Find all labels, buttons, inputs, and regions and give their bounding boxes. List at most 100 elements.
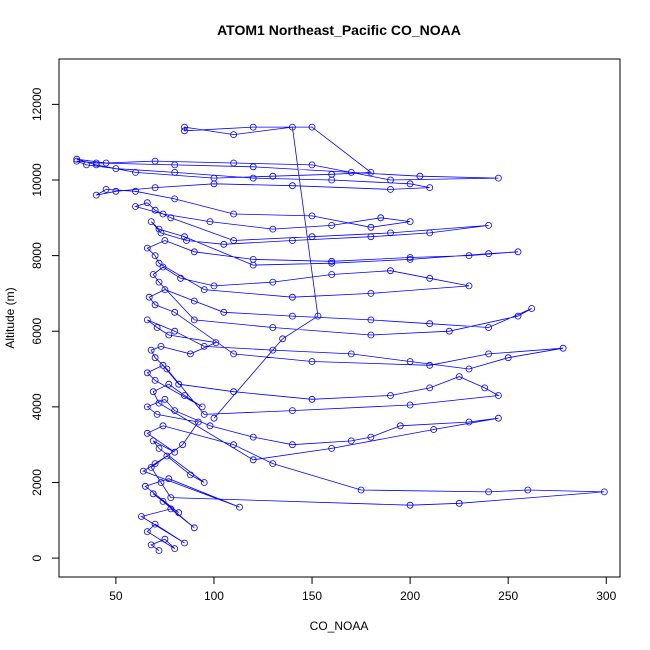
data-point <box>230 441 238 449</box>
data-point <box>210 414 218 422</box>
data-point <box>367 433 375 441</box>
data-point <box>179 441 187 449</box>
data-point <box>161 286 169 294</box>
data-point <box>308 123 316 131</box>
y-tick-label: 4000 <box>30 393 44 420</box>
data-point <box>367 331 375 339</box>
data-point <box>157 229 165 237</box>
data-point <box>494 174 502 182</box>
data-point <box>190 248 198 256</box>
data-point <box>514 248 522 256</box>
data-point <box>387 392 394 399</box>
data-point <box>328 170 336 178</box>
data-point <box>269 460 277 468</box>
data-point <box>159 263 167 271</box>
data-point <box>406 255 414 263</box>
data-point <box>288 407 296 415</box>
data-point <box>167 494 175 502</box>
data-point <box>167 505 175 513</box>
data-point <box>308 212 316 220</box>
y-tick-label: 2000 <box>30 469 44 496</box>
data-point <box>210 282 218 290</box>
data-point <box>249 456 257 464</box>
data-point <box>155 444 163 452</box>
data-point <box>151 376 159 384</box>
data-point <box>159 210 167 218</box>
data-point <box>465 252 473 260</box>
data-point <box>171 308 179 316</box>
data-point <box>426 384 434 392</box>
data-point <box>357 486 365 494</box>
series-line <box>76 126 605 551</box>
data-point <box>347 437 355 445</box>
data-point <box>230 131 238 139</box>
data-point <box>269 324 277 331</box>
data-point <box>159 497 167 505</box>
data-point <box>200 342 208 350</box>
data-point <box>236 503 243 511</box>
data-point <box>288 441 296 449</box>
data-point <box>147 463 155 471</box>
data-point <box>465 418 473 426</box>
data-point <box>406 218 414 226</box>
data-point <box>230 388 238 396</box>
data-point <box>314 312 322 320</box>
x-tick-label: 100 <box>204 589 224 603</box>
y-tick-label: 6000 <box>30 318 44 345</box>
data-point <box>377 214 385 222</box>
data-point <box>249 163 257 171</box>
data-point <box>308 233 316 241</box>
data-point <box>171 195 179 203</box>
data-point <box>367 168 375 176</box>
data-point <box>230 159 238 167</box>
data-point <box>198 403 206 411</box>
data-point <box>406 180 414 188</box>
plot-frame <box>58 58 621 578</box>
data-point <box>171 545 179 552</box>
data-point <box>194 418 202 426</box>
data-point <box>157 479 165 486</box>
data-point <box>92 191 100 199</box>
data-point <box>430 426 438 433</box>
data-point <box>141 482 149 490</box>
data-point <box>269 346 277 354</box>
data-point <box>151 206 159 214</box>
data-point <box>406 501 414 509</box>
data-point <box>112 187 120 195</box>
data-point <box>269 225 277 233</box>
data-point <box>151 184 159 192</box>
data-point <box>504 354 512 362</box>
data-point <box>151 520 159 528</box>
data-point <box>83 161 90 169</box>
data-point <box>524 486 532 494</box>
data-point <box>73 155 81 163</box>
data-point <box>455 499 463 507</box>
data-point <box>288 123 296 131</box>
series-layer <box>73 123 608 554</box>
chart-title: ATOM1 Northeast_Pacific CO_NOAA <box>217 22 461 38</box>
data-point <box>387 185 394 193</box>
data-point <box>147 218 155 226</box>
data-point <box>181 123 188 131</box>
data-point <box>206 218 214 226</box>
data-point <box>163 365 171 373</box>
data-point <box>396 422 404 430</box>
data-point <box>426 184 434 192</box>
data-point <box>163 452 171 460</box>
data-point <box>220 240 228 248</box>
data-point <box>177 274 185 282</box>
data-point <box>186 350 194 358</box>
x-tick-label: 250 <box>498 589 518 603</box>
data-point <box>165 475 173 483</box>
data-point <box>183 237 190 244</box>
data-point <box>171 407 179 415</box>
data-point <box>175 380 183 388</box>
data-point <box>132 187 139 195</box>
data-point <box>190 297 198 305</box>
data-point <box>426 361 434 369</box>
data-point <box>155 399 163 407</box>
data-point <box>151 460 159 468</box>
data-point <box>137 513 145 520</box>
data-point <box>143 429 151 437</box>
data-point <box>181 127 188 135</box>
